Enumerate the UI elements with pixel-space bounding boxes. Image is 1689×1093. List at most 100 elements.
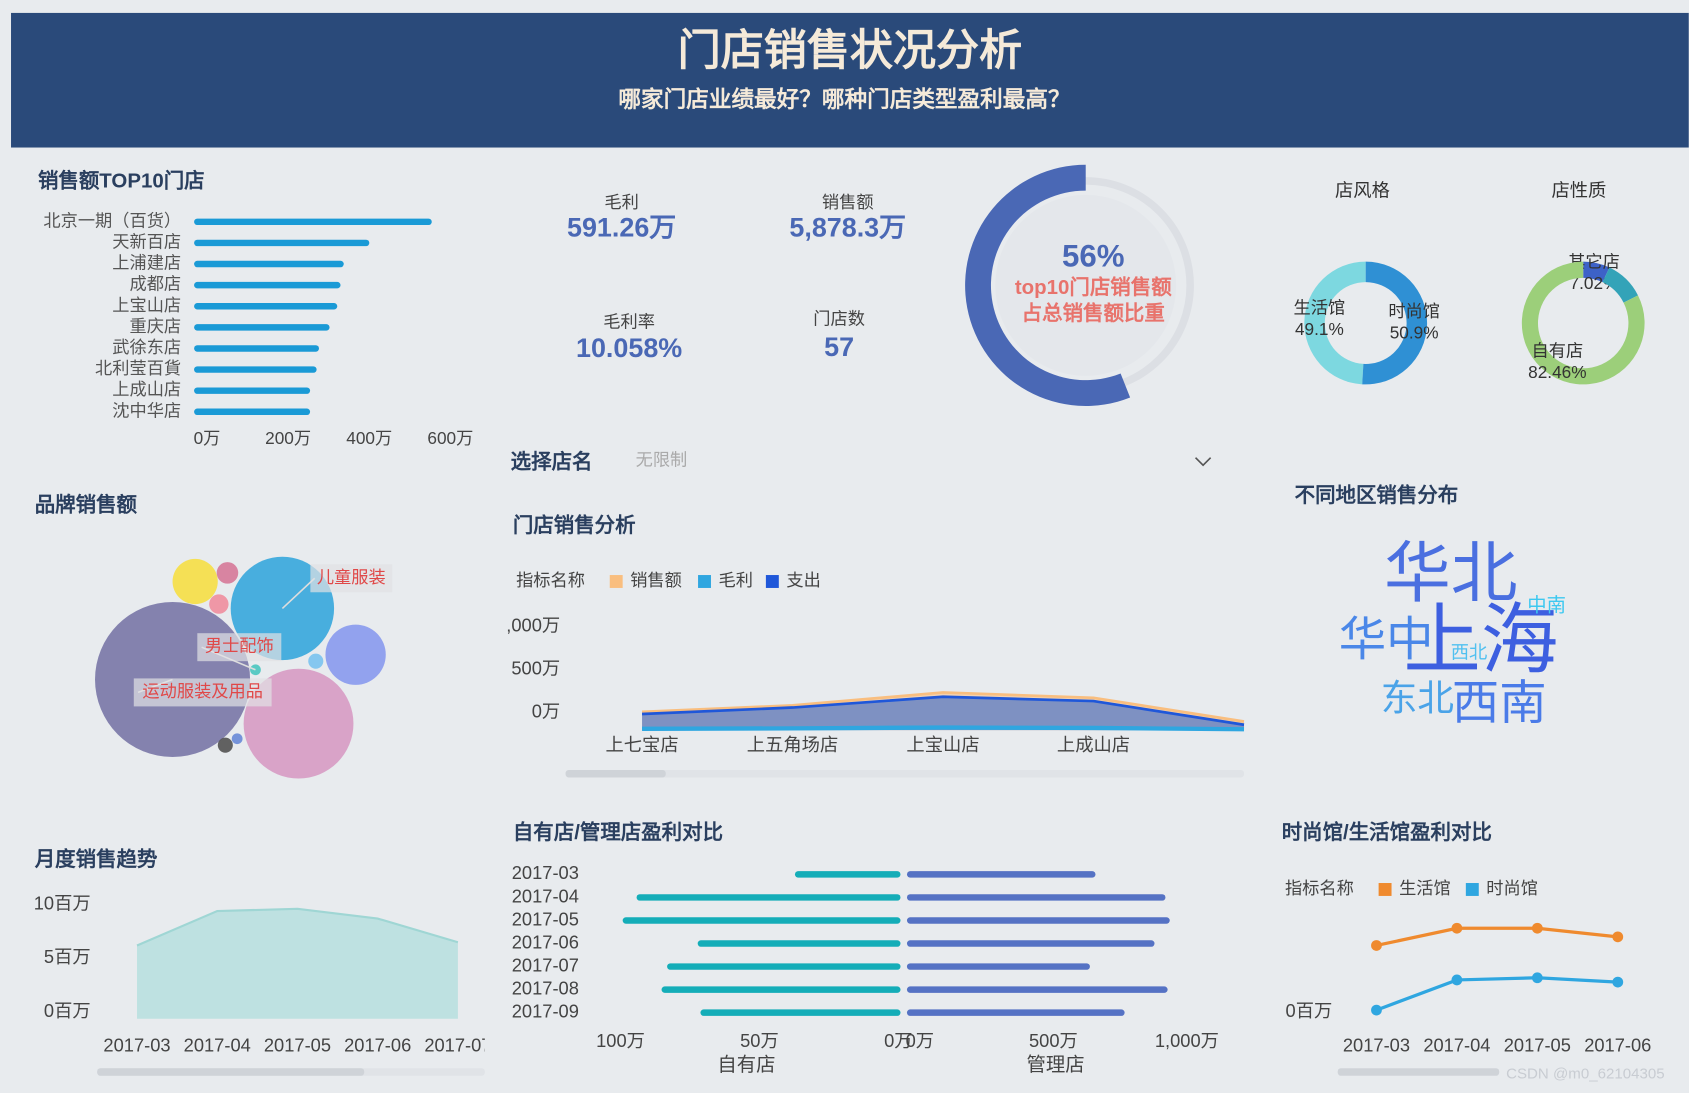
category-label: 上成山店 [112,379,181,399]
point [1451,974,1463,986]
x-tick-label: 2017-07 [424,1035,491,1056]
slice-label: 生活馆 [1294,298,1346,318]
category-label: 2017-06 [512,931,579,952]
word: 西南 [1452,677,1547,730]
filter-label: 选择店名 [511,449,593,473]
x-tick-label: 2017-04 [1423,1035,1490,1056]
bar [906,871,1096,878]
x-tick-label: 上七宝店 [605,734,678,755]
y-tick-label: 10百万 [34,892,91,913]
line [641,695,1245,727]
axis-title: 自有店 [717,1054,775,1076]
bubble [216,562,239,584]
bar [794,871,901,878]
slice-value: 82.46% [1528,362,1586,382]
bubble [172,558,218,605]
scrollbar [565,769,1245,778]
x2-tick-label: 0万 [906,1030,934,1051]
x-tick-label: 上宝山店 [906,734,979,755]
bar [194,408,311,416]
bar [194,260,344,268]
x-tick-label: 2017-03 [1343,1035,1410,1056]
bar [906,917,1170,924]
bubble-label: 男士配饰 [205,636,274,656]
legend-label: 时尚馆 [1486,878,1538,898]
category-label: 北利莹百貨 [95,358,181,378]
x-tick-label: 2017-06 [344,1035,411,1056]
x-tick-label: 0万 [194,428,221,448]
kpi-value: 57 [824,332,854,362]
bar [194,281,341,289]
gauge-inner [995,194,1177,376]
bar [697,940,901,947]
word: 华中 [1339,613,1434,666]
x-tick-label: 2017-04 [184,1035,251,1056]
x-tick-label: 0万 [884,1030,912,1051]
bar [194,366,317,373]
section-title: 门店销售分析 [513,513,636,537]
leader-line [281,577,316,610]
bubble-label: 儿童服装 [317,567,386,587]
legend-label: 生活馆 [1399,878,1451,898]
word: 东北 [1381,678,1454,719]
gauge-arc [965,164,1131,406]
bar [194,239,370,247]
point [1371,1004,1382,1016]
bar [667,963,901,970]
point [1451,922,1463,934]
bubble [308,653,324,669]
point [1612,976,1624,988]
page-subtitle: 哪家门店业绩最好？哪种门店类型盈利最高？ [618,86,1070,112]
bubble-label: 运动服装及用品 [142,681,263,701]
legend-label: 销售额 [630,570,682,590]
header-band [11,12,1689,148]
dropdown-chevron[interactable] [1194,457,1212,467]
line [642,725,1245,732]
kpi-label: 门店数 [813,308,865,328]
axis-title: 管理店 [1026,1054,1084,1076]
bar [661,986,901,993]
category-label: 武徐东店 [112,337,181,357]
word: 华北 [1384,537,1518,611]
section-title: 品牌销售额 [35,493,138,517]
legend-swatch [1465,883,1479,896]
y-tick-label: 0百万 [1286,1000,1333,1021]
line [641,691,1245,723]
bar [906,940,1155,947]
gauge-caption: 占总销售额比重 [1022,301,1165,325]
y-tick-label: 1,000万 [496,615,560,636]
line [1375,976,1618,1012]
slice-value: 50.9% [1390,322,1439,342]
category-label: 上浦建店 [112,253,181,273]
kpi-label: 销售额 [822,192,874,212]
filter-placeholder[interactable]: 无限制 [636,449,688,469]
donut-slice [1583,261,1610,283]
bar [906,986,1168,993]
x-tick-label: 600万 [427,428,473,448]
clip-group: 0百万 5百万 10百万 2017-03 2017-04 2017-05 2017-06 20… [34,892,491,1056]
legend-title: 指标名称 [1285,878,1354,898]
category-label: 2017-04 [512,885,579,906]
x-tick-label: 2017-05 [1504,1035,1571,1056]
y-tick-label: 500万 [511,658,560,679]
category-label: 2017-07 [512,954,579,975]
legend-title: 指标名称 [516,570,585,590]
scrollbar-thumb [97,1068,365,1076]
category-label: 2017-08 [512,977,579,998]
legend-label: 毛利 [719,570,753,590]
donut-slice [1304,261,1366,385]
kpi-value: 591.26万 [567,212,676,242]
bar [622,917,901,924]
bar [906,894,1166,901]
y-tick-label: 0万 [532,701,560,722]
word: 上海 [1403,598,1558,684]
point [1531,972,1543,984]
scrollbar [1337,1068,1500,1076]
donut-title: 店性质 [1551,180,1606,201]
word: 西北 [1451,641,1488,662]
category-label: 成都店 [129,274,181,294]
legend-swatch [765,575,779,588]
x-tick-label: 50万 [740,1030,779,1051]
